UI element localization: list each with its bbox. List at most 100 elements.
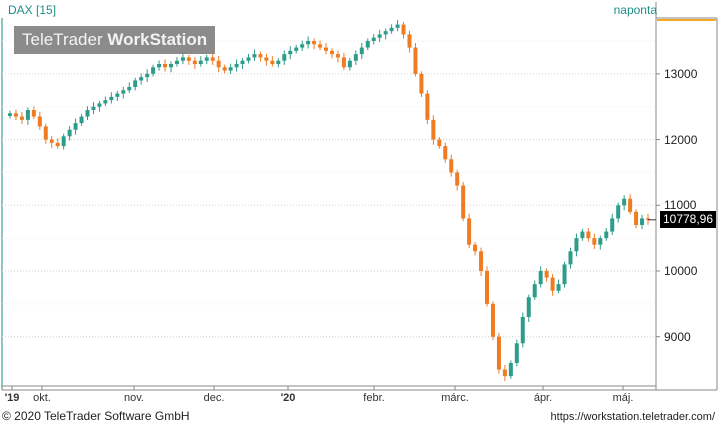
candle-body: [157, 64, 162, 68]
candle-body: [604, 231, 609, 239]
x-tick-label: márc.: [441, 392, 469, 404]
candle-body: [377, 34, 382, 38]
candle-body: [198, 60, 203, 64]
copyright-text: © 2020 TeleTrader Software GmbH: [2, 409, 190, 423]
x-tick-label: '19: [4, 392, 20, 404]
candle-body: [634, 211, 639, 225]
x-tick-label: máj.: [612, 392, 634, 404]
candle-body: [204, 57, 209, 61]
candle-body: [174, 60, 179, 64]
candle-body: [109, 96, 114, 101]
candle-body: [133, 80, 138, 87]
watermark-bold: WorkStation: [107, 30, 208, 49]
candle-body: [258, 54, 263, 58]
candle-body: [514, 343, 519, 363]
candle-body: [270, 60, 275, 64]
y-tick-label: 9000: [664, 329, 691, 344]
x-tick-label: febr.: [363, 392, 385, 404]
candle-body: [592, 238, 597, 245]
candle-body: [479, 251, 484, 271]
candle-body: [79, 116, 84, 124]
candle-body: [461, 185, 466, 219]
candle-body: [335, 54, 340, 58]
candle-body: [25, 110, 30, 120]
candle-body: [139, 77, 144, 81]
candle-body: [640, 218, 645, 225]
candle-body: [574, 238, 579, 252]
candle-body: [234, 64, 239, 68]
candle-body: [19, 116, 24, 120]
period-label[interactable]: naponta: [613, 3, 657, 17]
candle-body: [127, 87, 132, 91]
candle-body: [425, 93, 430, 120]
candle-body: [49, 139, 54, 143]
candle-body: [455, 172, 460, 186]
candle-body: [395, 24, 400, 28]
candle-body: [186, 57, 191, 61]
candle-body: [61, 136, 66, 147]
candle-body: [419, 73, 424, 94]
candle-body: [282, 54, 287, 61]
candle-body: [13, 113, 18, 117]
candle-body: [192, 60, 197, 64]
x-tick-label: ápr.: [533, 392, 553, 404]
ticker-label[interactable]: DAX [15]: [8, 3, 57, 17]
candle-body: [449, 159, 454, 173]
candle-body: [443, 146, 448, 160]
candle-body: [586, 231, 591, 239]
candle-body: [55, 142, 60, 147]
candle-body: [622, 198, 627, 206]
candle-body: [306, 41, 311, 45]
candle-body: [520, 317, 525, 344]
candle-body: [91, 106, 96, 110]
candle-body: [318, 44, 323, 48]
candle-body: [67, 129, 72, 137]
candle-body: [163, 64, 168, 68]
candle-body: [526, 297, 531, 317]
candle-body: [329, 50, 334, 55]
candle-body: [341, 57, 346, 68]
candle-body: [467, 218, 472, 245]
candle-body: [353, 54, 358, 61]
y-tick-label: 13000: [664, 66, 698, 81]
candle-body: [485, 271, 490, 304]
candle-body: [401, 24, 406, 35]
candle-body: [431, 119, 436, 140]
candle-body: [210, 57, 215, 61]
x-tick-label: nov.: [124, 392, 144, 404]
candle-body: [121, 90, 126, 94]
candle-body: [616, 205, 621, 219]
candle-body: [240, 60, 245, 64]
candle-body: [300, 44, 305, 48]
candle-body: [246, 57, 251, 61]
y-tick-label: 11000: [664, 198, 697, 213]
candle-body: [502, 369, 507, 377]
candle-body: [550, 277, 555, 291]
candle-body: [610, 218, 615, 232]
candle-body: [389, 27, 394, 32]
candle-body: [490, 303, 495, 337]
candle-body: [151, 67, 156, 74]
candle-body: [85, 110, 90, 117]
candle-body: [473, 244, 478, 252]
candle-body: [324, 47, 329, 51]
candle-body: [556, 284, 561, 291]
x-tick-label: okt.: [33, 392, 51, 404]
candle-body: [103, 100, 108, 104]
candle-body: [383, 31, 388, 35]
candle-body: [508, 363, 513, 377]
candle-body: [37, 116, 42, 127]
candle-body: [222, 67, 227, 71]
candle-body: [252, 54, 257, 58]
candle-body: [312, 41, 317, 45]
x-tick-label: dec.: [203, 392, 225, 404]
candle-body: [288, 50, 293, 55]
source-url[interactable]: https://workstation.teletrader.com/: [550, 411, 715, 423]
candle-body: [294, 47, 299, 51]
candle-body: [216, 60, 221, 68]
candle-body: [407, 34, 412, 48]
candle-body: [168, 64, 173, 68]
candle-body: [538, 271, 543, 285]
candle-body: [496, 336, 501, 370]
candle-body: [532, 284, 537, 298]
